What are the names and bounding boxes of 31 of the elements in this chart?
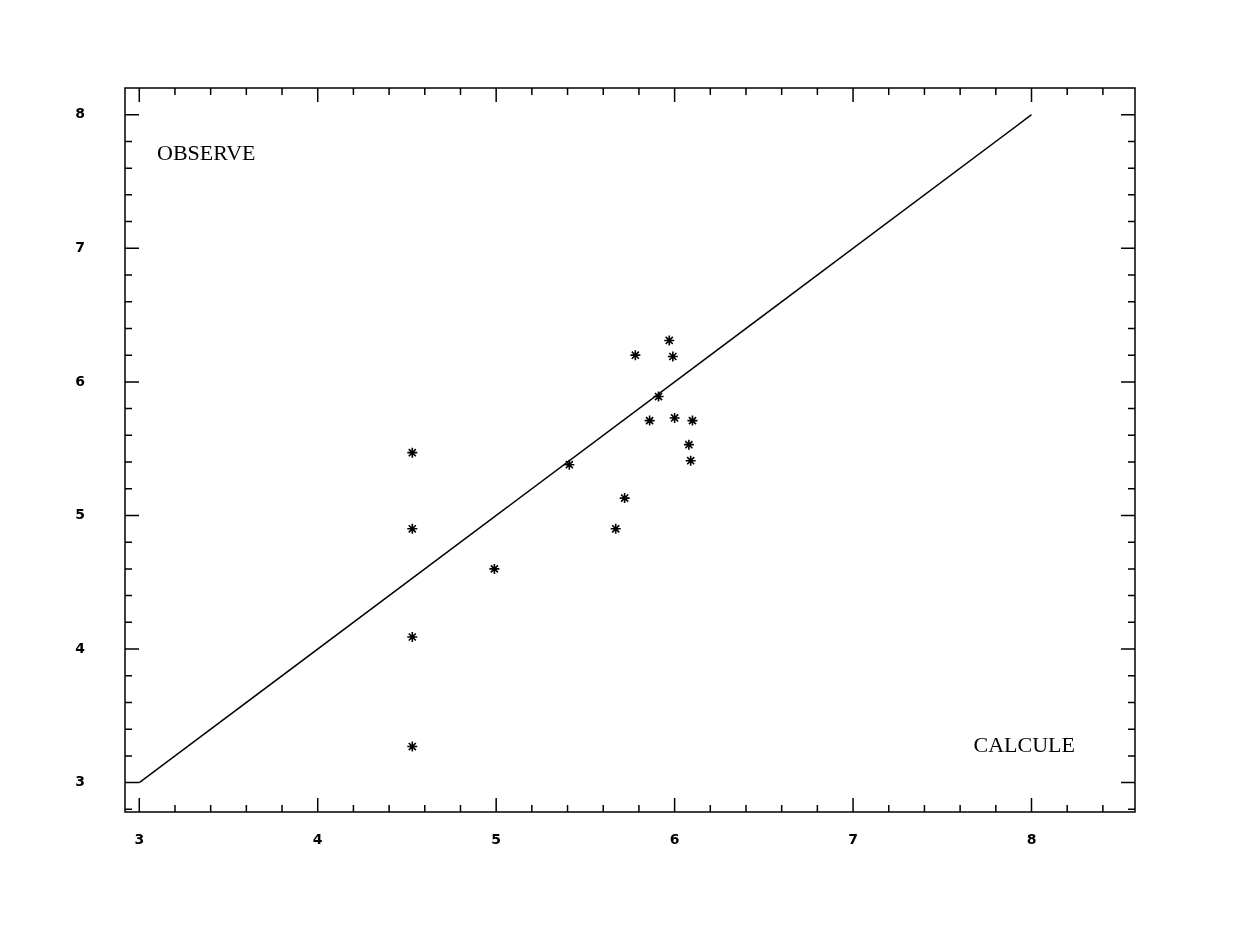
x-tick-label: 7 [848, 831, 858, 848]
x-axis-title: CALCULE [973, 731, 1075, 757]
point [668, 412, 681, 424]
x-tick-label: 4 [312, 831, 323, 848]
point [643, 414, 656, 427]
point [406, 631, 419, 643]
x-tick-label: 8 [1026, 831, 1037, 848]
y-axis-title: OBSERVE [157, 139, 256, 165]
point [686, 414, 699, 427]
y-tick-label: 7 [75, 238, 85, 255]
x-tick-label: 3 [134, 831, 145, 848]
point [609, 523, 622, 535]
x-tick-label: 6 [669, 831, 680, 848]
point [406, 446, 419, 459]
point [629, 349, 642, 361]
y-tick-label: 6 [75, 372, 85, 389]
point [406, 523, 419, 535]
point [652, 390, 665, 403]
y-tick-label: 3 [75, 773, 85, 790]
point [618, 492, 631, 504]
y-tick-label: 8 [75, 105, 85, 122]
point [683, 438, 695, 451]
y-tick-label: 5 [75, 506, 85, 523]
x-tick-label: 5 [491, 831, 502, 848]
point [488, 563, 501, 575]
point [684, 454, 697, 467]
point [563, 458, 576, 471]
point [406, 740, 419, 753]
point [667, 350, 679, 363]
y-tick-label: 4 [75, 639, 86, 656]
point [663, 334, 676, 347]
